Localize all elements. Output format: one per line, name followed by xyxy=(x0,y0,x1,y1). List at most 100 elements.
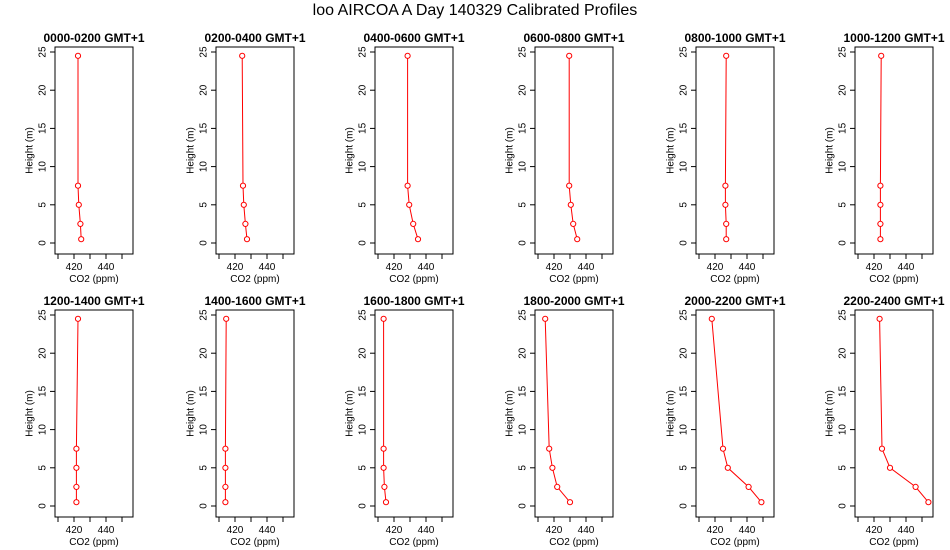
data-point xyxy=(382,499,390,506)
data-point xyxy=(73,499,80,506)
data-point xyxy=(566,182,573,189)
data-point xyxy=(239,52,246,59)
y-tick-label: 25 xyxy=(679,46,690,58)
y-axis-label: Height (m) xyxy=(825,390,836,437)
data-point xyxy=(877,236,884,243)
series-line xyxy=(544,318,571,503)
y-tick-label: 20 xyxy=(38,347,49,359)
data-point xyxy=(380,445,387,452)
y-tick-label: 20 xyxy=(358,347,369,359)
series-line xyxy=(568,55,578,240)
y-axis-label: Height (m) xyxy=(666,127,677,174)
y-tick-label: 0 xyxy=(679,503,690,509)
x-tick-label: 420 xyxy=(546,525,563,536)
y-tick-label: 0 xyxy=(838,240,849,246)
data-point xyxy=(708,315,715,322)
data-point xyxy=(722,182,729,189)
series-line xyxy=(711,318,762,503)
plot-frame xyxy=(854,309,934,518)
panel-title: 2000-2200 GMT+1 xyxy=(684,294,785,308)
plot-frame xyxy=(534,46,614,255)
y-tick-label: 20 xyxy=(838,347,849,359)
data-point xyxy=(719,445,727,452)
x-tick-label: 420 xyxy=(227,262,244,273)
y-tick-label: 15 xyxy=(518,385,529,397)
x-axis-label: CO2 (ppm) xyxy=(869,537,918,548)
y-axis-label: Height (m) xyxy=(25,127,36,174)
panel-title: 1600-1800 GMT+1 xyxy=(363,294,464,308)
series-line xyxy=(383,318,387,503)
y-axis-label: Height (m) xyxy=(825,127,836,174)
y-tick-label: 20 xyxy=(199,84,210,96)
panel-title: 0000-0200 GMT+1 xyxy=(43,31,144,45)
y-tick-label: 15 xyxy=(518,122,529,134)
x-tick-label: 440 xyxy=(98,525,115,536)
x-tick-label: 420 xyxy=(707,525,724,536)
y-tick-label: 20 xyxy=(679,84,690,96)
y-tick-label: 15 xyxy=(38,385,49,397)
data-point xyxy=(723,236,730,243)
y-tick-label: 5 xyxy=(199,202,210,208)
x-tick-label: 420 xyxy=(866,262,883,273)
series-line xyxy=(407,55,419,240)
x-axis-label: CO2 (ppm) xyxy=(389,537,438,548)
data-point xyxy=(222,483,229,490)
x-tick-label: 440 xyxy=(259,262,276,273)
y-tick-label: 10 xyxy=(358,161,369,173)
x-tick-label: 420 xyxy=(227,525,244,536)
x-tick-label: 440 xyxy=(739,262,756,273)
y-tick-label: 25 xyxy=(838,309,849,321)
data-point xyxy=(222,464,229,471)
x-tick-label: 440 xyxy=(898,525,915,536)
data-point xyxy=(381,483,388,490)
data-point xyxy=(724,464,731,471)
data-point xyxy=(722,201,729,208)
series-line xyxy=(879,55,882,240)
plot-frame xyxy=(215,309,295,518)
y-tick-label: 0 xyxy=(518,240,529,246)
panel-title: 1000-1200 GMT+1 xyxy=(843,31,944,45)
y-tick-label: 0 xyxy=(838,503,849,509)
data-point xyxy=(406,201,413,208)
y-tick-label: 10 xyxy=(38,161,49,173)
data-point xyxy=(240,201,247,208)
y-tick-label: 5 xyxy=(838,465,849,471)
y-tick-label: 25 xyxy=(199,309,210,321)
data-point xyxy=(567,201,574,208)
data-point xyxy=(380,464,387,471)
y-tick-label: 0 xyxy=(38,503,49,509)
y-axis-label: Height (m) xyxy=(666,390,677,437)
y-tick-label: 10 xyxy=(518,424,529,436)
y-tick-label: 10 xyxy=(838,161,849,173)
data-point xyxy=(925,499,932,506)
series-line xyxy=(77,55,82,240)
y-tick-label: 15 xyxy=(38,122,49,134)
y-tick-label: 15 xyxy=(358,385,369,397)
y-axis-label: Height (m) xyxy=(186,127,197,174)
x-tick-label: 440 xyxy=(898,262,915,273)
data-point xyxy=(410,220,417,227)
y-tick-label: 10 xyxy=(679,161,690,173)
data-point xyxy=(243,236,251,243)
data-point xyxy=(223,315,230,322)
y-tick-label: 20 xyxy=(518,84,529,96)
data-point xyxy=(878,52,885,59)
y-tick-label: 5 xyxy=(518,465,529,471)
y-tick-label: 5 xyxy=(38,465,49,471)
y-tick-label: 5 xyxy=(38,202,49,208)
y-tick-label: 15 xyxy=(679,385,690,397)
y-tick-label: 15 xyxy=(199,122,210,134)
plot-frame xyxy=(54,46,134,255)
x-tick-label: 420 xyxy=(546,262,563,273)
x-tick-label: 440 xyxy=(578,262,595,273)
x-tick-label: 420 xyxy=(386,262,403,273)
y-tick-label: 25 xyxy=(518,46,529,58)
data-point xyxy=(74,182,82,189)
series-line xyxy=(879,318,929,503)
y-tick-label: 5 xyxy=(838,202,849,208)
x-tick-label: 440 xyxy=(418,262,435,273)
y-tick-label: 25 xyxy=(518,309,529,321)
series-line xyxy=(224,318,227,503)
x-tick-label: 440 xyxy=(259,525,276,536)
